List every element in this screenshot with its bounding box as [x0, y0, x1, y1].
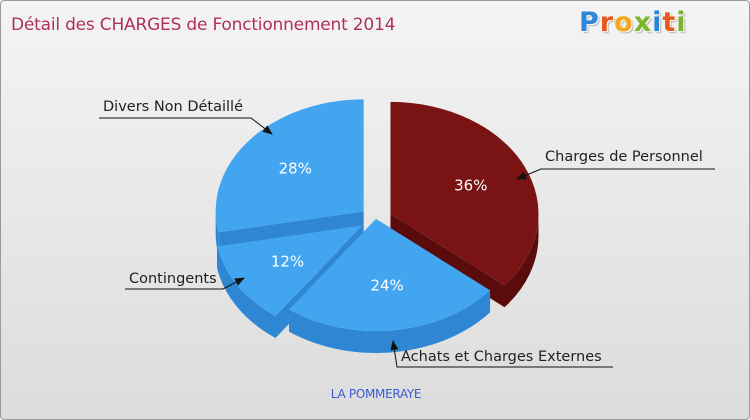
pie-rim — [504, 213, 539, 308]
leader-line-divers — [99, 117, 273, 135]
city-label: LA POMMERAYE — [330, 387, 422, 401]
category-label-divers: Divers Non Détaillé — [103, 99, 243, 115]
proxiti-logo: Proxiti — [579, 7, 687, 38]
chart-title: Détail des CHARGES de Fonctionnement 201… — [11, 15, 396, 35]
category-label-achats: Achats et Charges Externes — [401, 349, 602, 365]
pie-rim — [215, 211, 219, 255]
value-label-contingents: 12% — [271, 252, 304, 270]
category-label-personnel: Charges de Personnel — [545, 149, 703, 165]
value-label-personnel: 36% — [454, 176, 487, 194]
leader-line-personnel — [516, 168, 715, 180]
category-label-contingents: Contingents — [129, 271, 217, 287]
leader-line-contingents — [125, 277, 245, 290]
pie-slice-contingents — [217, 225, 363, 317]
pie-slice-personnel — [390, 101, 539, 286]
pie-rim — [289, 290, 491, 353]
value-label-achats: 24% — [370, 277, 403, 295]
pie-slice-divers — [215, 99, 364, 233]
leader-line-achats — [390, 340, 613, 368]
pie-slice-achats — [289, 219, 491, 331]
pie-rim — [217, 246, 276, 339]
value-label-divers: 28% — [279, 160, 312, 178]
